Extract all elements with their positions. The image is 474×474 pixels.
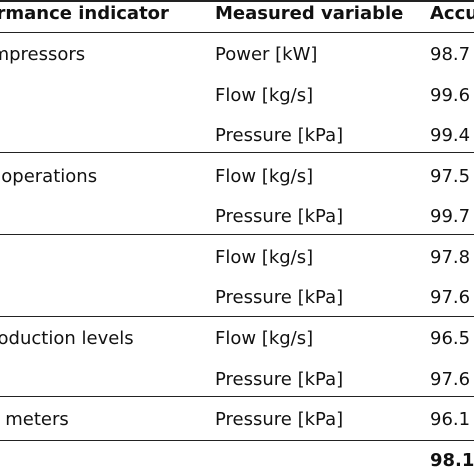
table-row-variable: Flow [kg/s] <box>215 85 314 106</box>
table-row-variable: Pressure [kPa] <box>215 287 344 308</box>
table-row-accuracy: 99.6 <box>430 85 471 106</box>
indicator-production-levels: Production levels <box>0 328 134 349</box>
table-row-variable: Pressure [kPa] <box>215 125 344 146</box>
indicator-compressors: Compressors <box>0 44 86 65</box>
table-row-accuracy: 97.6 <box>430 369 471 390</box>
table-row-accuracy: 97.6 <box>430 287 471 308</box>
table-row-variable: Flow [kg/s] <box>215 328 314 349</box>
table-row-variable: Pressure [kPa] <box>215 206 344 227</box>
table-row-accuracy: 96.5 <box>430 328 471 349</box>
table-row-variable: Flow [kg/s] <box>215 166 314 187</box>
total-accuracy: 98.1 <box>430 450 474 471</box>
table-row-accuracy: 97.8 <box>430 247 471 268</box>
header-rule <box>0 32 474 33</box>
header-accuracy: Accuracy <box>430 3 474 24</box>
table-row-variable: Flow [kg/s] <box>215 247 314 268</box>
group-divider <box>0 152 474 153</box>
table-top-rule <box>0 0 474 2</box>
group-divider <box>0 316 474 317</box>
table-row-variable: Power [kW] <box>215 44 318 65</box>
table-row-accuracy: 97.5 <box>430 166 471 187</box>
table-row-accuracy: 99.4 <box>430 125 471 146</box>
group-divider <box>0 234 474 235</box>
indicator-field-meters: Field meters <box>0 409 69 430</box>
header-performance-indicator: Performance indicator <box>0 3 169 24</box>
indicator-daily-operations: Daily operations <box>0 166 98 187</box>
table-row-accuracy: 96.1 <box>430 409 471 430</box>
table-row-variable: Pressure [kPa] <box>215 369 344 390</box>
table-row-accuracy: 98.7 <box>430 44 471 65</box>
table-row-variable: Pressure [kPa] <box>215 409 344 430</box>
group-divider <box>0 396 474 397</box>
header-measured-variable: Measured variable <box>215 3 404 24</box>
total-rule <box>0 440 474 441</box>
table-row-accuracy: 99.7 <box>430 206 471 227</box>
